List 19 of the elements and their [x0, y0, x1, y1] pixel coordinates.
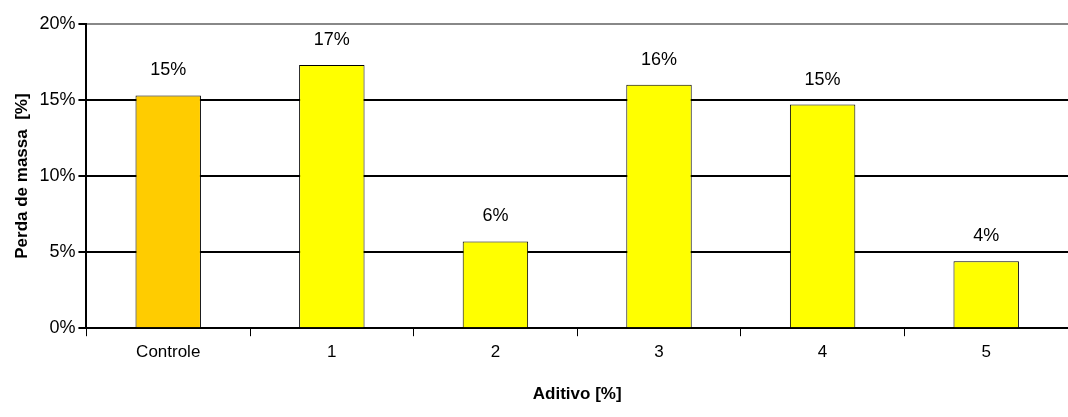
data-label: 15%: [150, 59, 187, 80]
x-tick-label: 4: [817, 342, 828, 362]
data-label: 17%: [313, 29, 350, 50]
x-tick-label: 2: [490, 342, 501, 362]
data-label: 15%: [804, 68, 841, 89]
y-tick-label: 15%: [39, 89, 76, 110]
y-tick-label: 5%: [49, 241, 76, 262]
data-label: 16%: [641, 48, 678, 69]
x-axis-title: Aditivo [%]: [532, 384, 622, 404]
y-axis-title: Perda de massa [%]: [11, 93, 31, 259]
y-tick-label: 0%: [49, 317, 76, 338]
y-tick-label: 20%: [39, 12, 76, 33]
x-tick-label: 3: [654, 342, 664, 362]
x-tick-label: 1: [327, 342, 337, 362]
y-tick-label: 10%: [39, 165, 76, 186]
x-tick-label: 5: [981, 342, 991, 362]
x-tick-label: Controle: [136, 342, 201, 362]
data-label: 4%: [973, 225, 1000, 246]
data-label: 6%: [482, 205, 509, 226]
